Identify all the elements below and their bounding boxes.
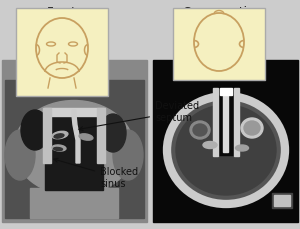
Ellipse shape (53, 147, 62, 150)
Bar (215, 90, 237, 155)
Bar (220, 88, 232, 95)
Ellipse shape (21, 110, 49, 150)
FancyBboxPatch shape (173, 8, 265, 80)
Ellipse shape (54, 134, 64, 138)
Ellipse shape (5, 130, 35, 180)
Bar (153, 60, 298, 222)
Ellipse shape (244, 121, 260, 135)
Ellipse shape (79, 134, 93, 140)
Polygon shape (72, 110, 80, 163)
Text: Blocked
sinus: Blocked sinus (54, 158, 138, 189)
Ellipse shape (193, 124, 207, 136)
Ellipse shape (236, 145, 248, 151)
Ellipse shape (190, 121, 210, 139)
Bar (213, 88, 218, 156)
Text: Deviated
septum: Deviated septum (79, 101, 199, 131)
Ellipse shape (167, 96, 285, 204)
Bar (272, 193, 292, 208)
Bar (30, 188, 118, 218)
Bar (5, 80, 144, 218)
Bar (234, 88, 239, 156)
Bar (43, 108, 51, 163)
Bar (223, 90, 228, 152)
Ellipse shape (100, 114, 126, 152)
Bar (97, 108, 105, 163)
Ellipse shape (113, 130, 143, 180)
Ellipse shape (203, 142, 217, 148)
Bar (2, 60, 147, 222)
Ellipse shape (241, 118, 263, 138)
Ellipse shape (52, 145, 66, 151)
Text: Cross section
from above: Cross section from above (183, 6, 261, 34)
FancyBboxPatch shape (16, 8, 108, 96)
Bar (45, 110, 103, 190)
Ellipse shape (14, 101, 134, 196)
Ellipse shape (52, 131, 68, 139)
Text: Front
view: Front view (47, 6, 77, 34)
Ellipse shape (176, 105, 276, 195)
Bar (44, 108, 104, 116)
Bar (274, 195, 290, 206)
